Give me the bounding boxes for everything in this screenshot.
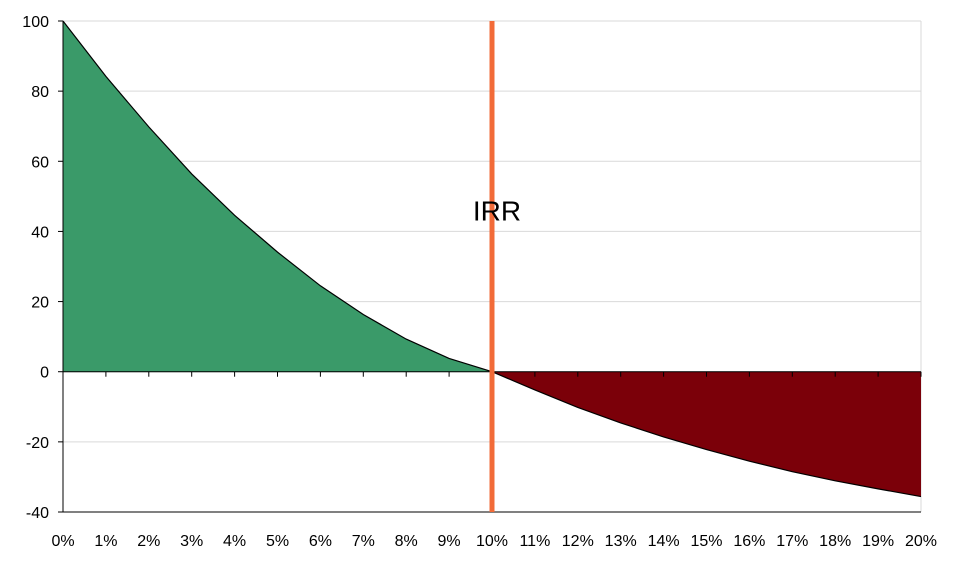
negative-npv-area bbox=[492, 371, 921, 497]
x-tick-label-15: 15% bbox=[690, 533, 722, 550]
x-tick-label-7: 7% bbox=[352, 533, 375, 550]
x-tick-label-16: 16% bbox=[733, 533, 765, 550]
x-tick-label-4: 4% bbox=[223, 533, 246, 550]
y-tick-label--40: -40 bbox=[26, 505, 49, 522]
x-tick-label-11: 11% bbox=[519, 533, 550, 550]
x-tick-label-6: 6% bbox=[309, 533, 332, 550]
y-tick-label-60: 60 bbox=[31, 154, 49, 171]
x-tick-label-18: 18% bbox=[819, 533, 851, 550]
x-tick-label-14: 14% bbox=[648, 533, 680, 550]
y-tick-label--20: -20 bbox=[26, 435, 49, 452]
y-tick-label-20: 20 bbox=[31, 295, 49, 312]
y-tick-label-0: 0 bbox=[40, 365, 49, 382]
positive-npv-area bbox=[63, 21, 492, 372]
x-tick-label-17: 17% bbox=[776, 533, 808, 550]
x-tick-label-19: 19% bbox=[862, 533, 894, 550]
x-tick-label-12: 12% bbox=[562, 533, 594, 550]
irr-label: IRR bbox=[473, 195, 521, 226]
x-tick-label-3: 3% bbox=[180, 533, 203, 550]
x-tick-label-9: 9% bbox=[438, 533, 461, 550]
x-tick-label-8: 8% bbox=[395, 533, 418, 550]
x-tick-label-13: 13% bbox=[605, 533, 637, 550]
y-tick-label-40: 40 bbox=[31, 224, 49, 241]
x-tick-label-2: 2% bbox=[137, 533, 160, 550]
y-tick-labels: 100 80 60 40 20 0 -20 -40 bbox=[22, 14, 49, 522]
x-tick-label-1: 1% bbox=[94, 533, 117, 550]
x-tick-label-10: 10% bbox=[476, 533, 508, 550]
y-tick-label-100: 100 bbox=[22, 14, 49, 31]
x-tick-labels: 0% 1% 2% 3% 4% 5% 6% 7% 8% 9% 10% 11% 12% 13% 14% 15% 16… bbox=[51, 533, 937, 550]
x-tick-label-0: 0% bbox=[51, 533, 74, 550]
y-tick-label-80: 80 bbox=[31, 84, 49, 101]
annotations: IRR bbox=[473, 21, 521, 512]
x-tick-label-5: 5% bbox=[266, 533, 289, 550]
x-tick-label-20: 20% bbox=[905, 533, 937, 550]
